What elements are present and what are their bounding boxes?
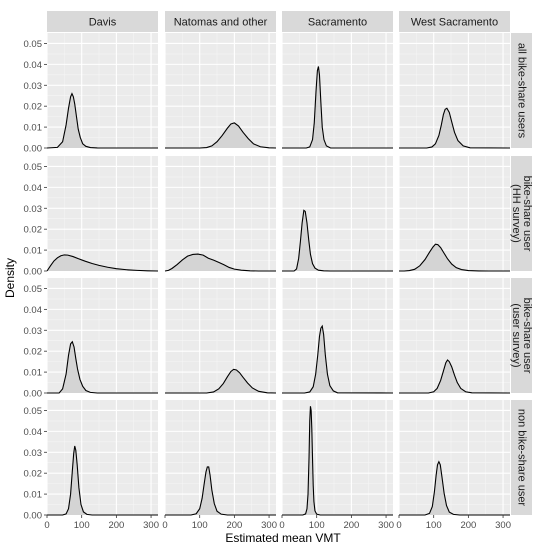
density-line bbox=[164, 253, 276, 272]
y-tick-label: 0.00 bbox=[24, 389, 43, 400]
density-line bbox=[399, 243, 510, 272]
column-strip bbox=[282, 11, 393, 32]
x-axis-title: Estimated mean VMT bbox=[225, 531, 341, 545]
x-tick-label: 100 bbox=[74, 520, 90, 531]
y-tick-label: 0.02 bbox=[24, 347, 43, 358]
row-strip bbox=[511, 33, 532, 148]
panel-background bbox=[165, 33, 276, 148]
density-area bbox=[165, 122, 276, 148]
column-strip-label: Sacramento bbox=[308, 17, 367, 29]
column-strip bbox=[399, 11, 510, 32]
density-line bbox=[46, 92, 158, 149]
density-line bbox=[399, 107, 511, 149]
panel-background bbox=[282, 33, 393, 148]
x-tick-label: 200 bbox=[226, 520, 242, 531]
density-line bbox=[46, 254, 159, 272]
density-line bbox=[165, 466, 276, 516]
density-line bbox=[165, 368, 277, 394]
density-area bbox=[282, 210, 393, 271]
y-tick-label: 0.04 bbox=[24, 305, 43, 316]
density-area bbox=[47, 254, 158, 271]
column-strip-label: Natomas and other bbox=[174, 17, 268, 29]
y-tick-label: 0.05 bbox=[24, 39, 43, 50]
panel-background bbox=[47, 156, 158, 271]
y-tick-label: 0.03 bbox=[24, 448, 43, 459]
x-tick-label: 0 bbox=[396, 520, 401, 531]
panel-background bbox=[399, 400, 510, 515]
y-tick-label: 0.01 bbox=[24, 490, 43, 501]
panel-background bbox=[47, 33, 158, 148]
row-strip bbox=[511, 400, 532, 515]
x-tick-label: 300 bbox=[261, 520, 277, 531]
x-tick-label: 300 bbox=[378, 520, 394, 531]
panel-background bbox=[47, 400, 158, 515]
row-strip-label: bike-share user bbox=[521, 298, 533, 374]
density-line bbox=[282, 66, 393, 149]
y-tick-label: 0.00 bbox=[24, 511, 43, 522]
column-strip bbox=[47, 11, 158, 32]
y-tick-label: 0.01 bbox=[24, 123, 43, 134]
panel-background bbox=[165, 156, 276, 271]
y-tick-label: 0.02 bbox=[24, 102, 43, 113]
y-tick-label: 0.02 bbox=[24, 469, 43, 480]
column-strip-label: Davis bbox=[89, 17, 117, 29]
density-line bbox=[165, 122, 277, 149]
y-tick-label: 0.00 bbox=[24, 144, 43, 155]
panel-background bbox=[399, 33, 510, 148]
x-tick-label: 100 bbox=[309, 520, 325, 531]
x-tick-label: 300 bbox=[143, 520, 159, 531]
row-strip-label: all bike-share users bbox=[516, 43, 528, 139]
density-area bbox=[165, 369, 276, 393]
y-tick-label: 0.00 bbox=[24, 267, 43, 278]
x-tick-label: 300 bbox=[495, 520, 511, 531]
column-strip bbox=[165, 11, 276, 32]
row-strip-label: bike-share user bbox=[521, 176, 533, 252]
density-area bbox=[165, 254, 276, 271]
y-tick-label: 0.04 bbox=[24, 60, 43, 71]
y-tick-label: 0.03 bbox=[24, 204, 43, 215]
y-tick-label: 0.01 bbox=[24, 368, 43, 379]
y-tick-label: 0.05 bbox=[24, 162, 43, 173]
density-line bbox=[399, 359, 511, 394]
panel-background bbox=[399, 156, 510, 271]
panel-background bbox=[47, 278, 158, 393]
row-strip-label: (user survey) bbox=[510, 303, 522, 367]
x-tick-label: 200 bbox=[108, 520, 124, 531]
density-line bbox=[47, 445, 158, 516]
panel-background bbox=[282, 278, 393, 393]
y-tick-label: 0.03 bbox=[24, 81, 43, 92]
y-axis-title: Density bbox=[3, 258, 17, 298]
y-tick-label: 0.03 bbox=[24, 326, 43, 337]
y-tick-label: 0.04 bbox=[24, 183, 43, 194]
x-tick-label: 0 bbox=[162, 520, 167, 531]
x-tick-label: 200 bbox=[343, 520, 359, 531]
x-tick-label: 0 bbox=[279, 520, 284, 531]
panel-background bbox=[165, 400, 276, 515]
row-strip-label: non bike-share user bbox=[516, 409, 528, 507]
row-strip bbox=[511, 278, 532, 393]
x-tick-label: 0 bbox=[44, 520, 49, 531]
panel-background bbox=[165, 278, 276, 393]
y-tick-label: 0.02 bbox=[24, 225, 43, 236]
column-strip-label: West Sacramento bbox=[411, 17, 498, 29]
row-strip-label: (HH survey) bbox=[510, 184, 522, 243]
density-area bbox=[399, 244, 510, 271]
density-line bbox=[47, 340, 158, 394]
density-line bbox=[399, 460, 510, 516]
row-strip bbox=[511, 156, 532, 271]
panel-background bbox=[282, 400, 393, 515]
x-tick-label: 100 bbox=[426, 520, 442, 531]
y-tick-label: 0.01 bbox=[24, 246, 43, 257]
density-line bbox=[282, 406, 393, 516]
y-tick-label: 0.04 bbox=[24, 427, 43, 438]
x-tick-label: 200 bbox=[460, 520, 476, 531]
y-tick-label: 0.05 bbox=[24, 284, 43, 295]
y-tick-label: 0.05 bbox=[24, 406, 43, 417]
density-line bbox=[282, 324, 394, 394]
density-line bbox=[282, 209, 393, 272]
density-area bbox=[399, 108, 510, 148]
density-area bbox=[47, 446, 158, 515]
x-tick-label: 100 bbox=[192, 520, 208, 531]
